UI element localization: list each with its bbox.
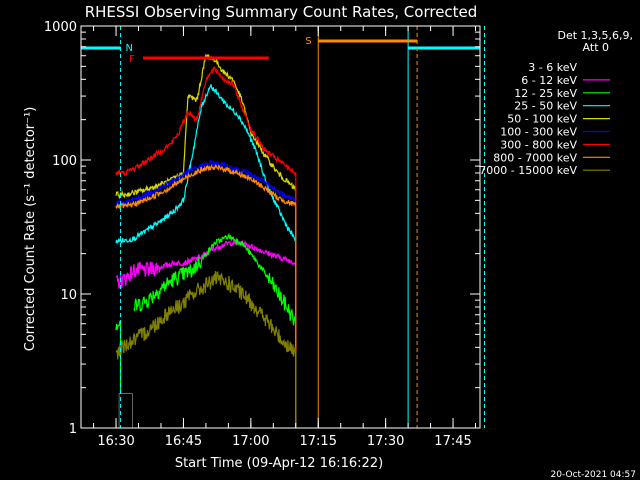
night-label: N [126, 43, 133, 54]
series-3-6-low-block [118, 393, 133, 428]
y-tick-label-100: 100 [52, 154, 77, 169]
series-line-8 [115, 270, 297, 428]
legend-label-1: 6 - 12 keV [521, 74, 577, 87]
x-tick-label-1645: 16:45 [165, 434, 202, 449]
axes-frame [80, 25, 481, 429]
x-axis-label: Start Time (09-Apr-12 16:16:22) [175, 456, 383, 471]
axes: 1 10 100 1000 16:30 16:45 17:00 17:15 17:30 17:45 [44, 20, 481, 449]
x-tick-label-1715: 17:15 [300, 434, 337, 449]
x-tick-label-1745: 17:45 [434, 434, 471, 449]
legend-title-line-1: Det 1,3,5,6,9, [557, 29, 633, 42]
legend-label-8: 7000 - 15000 keV [479, 164, 577, 177]
y-tick-label-1000: 1000 [44, 20, 77, 35]
legend-label-3: 25 - 50 keV [514, 100, 577, 113]
series-line-2 [115, 232, 297, 428]
legend-label-2: 12 - 25 keV [514, 87, 577, 100]
legend-label-0: 3 - 6 keV [528, 61, 577, 74]
legend-label-7: 800 - 7000 keV [493, 151, 577, 164]
y-tick-label-1: 1 [69, 422, 77, 437]
legend-label-6: 300 - 800 keV [500, 138, 577, 151]
x-tick-label-1630: 16:30 [97, 434, 134, 449]
chart-title: RHESSI Observing Summary Count Rates, Co… [85, 3, 478, 21]
saa-label: S [305, 36, 311, 47]
series-line-7 [115, 163, 297, 428]
series-line-1 [115, 238, 297, 428]
series-line-4 [115, 53, 297, 428]
y-tick-label-10: 10 [60, 288, 77, 303]
x-tick-label-1730: 17:30 [367, 434, 404, 449]
series-line-5 [115, 159, 297, 428]
series-group [115, 53, 297, 428]
series-line-6 [115, 66, 297, 428]
footer-timestamp: 20-Oct-2021 04:57 [551, 470, 636, 480]
y-axis-label: Corrected Count Rate (s⁻¹ detector⁻¹) [23, 107, 38, 352]
x-tick-label-1700: 17:00 [232, 434, 269, 449]
legend-label-4: 50 - 100 keV [507, 113, 577, 126]
plot-area: NF S [81, 26, 485, 428]
legend-label-5: 100 - 300 keV [500, 126, 577, 139]
flare-label: F [129, 54, 135, 65]
legend-title-line-2: Att 0 [583, 41, 609, 54]
